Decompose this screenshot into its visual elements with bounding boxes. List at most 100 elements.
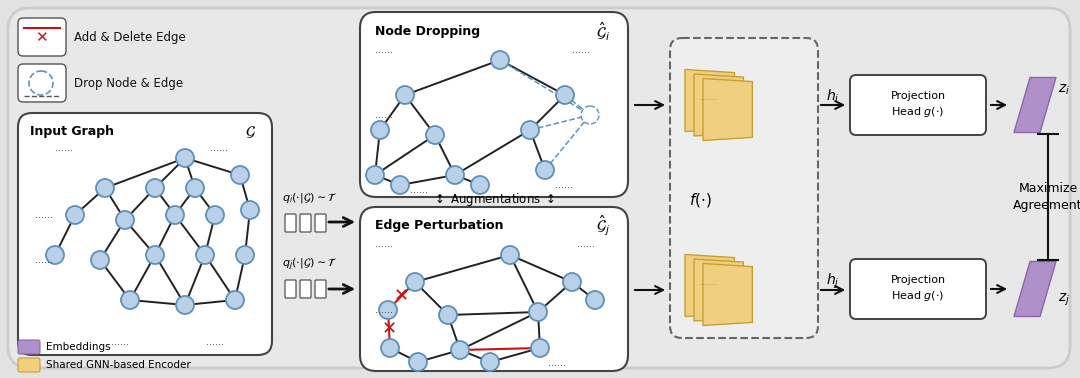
Circle shape bbox=[491, 51, 509, 69]
Text: ......: ...... bbox=[375, 110, 393, 120]
FancyBboxPatch shape bbox=[315, 280, 326, 298]
FancyBboxPatch shape bbox=[18, 64, 66, 102]
Circle shape bbox=[206, 206, 224, 224]
Text: ......: ...... bbox=[410, 185, 428, 195]
Text: ......: ...... bbox=[206, 337, 224, 347]
Circle shape bbox=[409, 353, 427, 371]
Circle shape bbox=[451, 341, 469, 359]
Text: ✕: ✕ bbox=[394, 287, 409, 305]
Circle shape bbox=[556, 86, 573, 104]
Circle shape bbox=[372, 121, 389, 139]
Text: $z_i$: $z_i$ bbox=[1058, 83, 1070, 97]
Text: ......: ...... bbox=[548, 358, 566, 368]
Polygon shape bbox=[694, 259, 743, 321]
Circle shape bbox=[186, 179, 204, 197]
Circle shape bbox=[176, 149, 194, 167]
Circle shape bbox=[446, 166, 464, 184]
Circle shape bbox=[501, 246, 519, 264]
Circle shape bbox=[379, 301, 397, 319]
Polygon shape bbox=[703, 263, 753, 325]
Circle shape bbox=[241, 201, 259, 219]
Circle shape bbox=[581, 106, 599, 124]
FancyBboxPatch shape bbox=[285, 280, 296, 298]
FancyBboxPatch shape bbox=[18, 18, 66, 56]
Text: Projection
Head $g(\cdot)$: Projection Head $g(\cdot)$ bbox=[890, 91, 946, 119]
Circle shape bbox=[366, 166, 384, 184]
Text: ✕: ✕ bbox=[35, 31, 48, 45]
Circle shape bbox=[481, 353, 499, 371]
Text: Input Graph: Input Graph bbox=[30, 125, 114, 138]
FancyBboxPatch shape bbox=[300, 214, 311, 232]
Text: Projection
Head $g(\cdot)$: Projection Head $g(\cdot)$ bbox=[890, 275, 946, 303]
Circle shape bbox=[226, 291, 244, 309]
Circle shape bbox=[586, 291, 604, 309]
Circle shape bbox=[438, 306, 457, 324]
Circle shape bbox=[391, 176, 409, 194]
Text: $\updownarrow$ Augmentations $\updownarrow$: $\updownarrow$ Augmentations $\updownarr… bbox=[432, 192, 555, 209]
Circle shape bbox=[237, 246, 254, 264]
FancyBboxPatch shape bbox=[18, 358, 40, 372]
Circle shape bbox=[116, 211, 134, 229]
Text: ✕: ✕ bbox=[381, 320, 396, 338]
Circle shape bbox=[426, 126, 444, 144]
Text: $\hat{\mathcal{G}}_j$: $\hat{\mathcal{G}}_j$ bbox=[596, 214, 610, 238]
Text: Shared GNN-based Encoder: Shared GNN-based Encoder bbox=[46, 360, 191, 370]
Text: ......: ...... bbox=[35, 210, 53, 220]
Circle shape bbox=[66, 206, 84, 224]
Circle shape bbox=[91, 251, 109, 269]
FancyBboxPatch shape bbox=[300, 280, 311, 298]
Circle shape bbox=[471, 176, 489, 194]
Text: Edge Perturbation: Edge Perturbation bbox=[375, 220, 503, 232]
Text: $h_i$: $h_i$ bbox=[826, 87, 839, 105]
FancyBboxPatch shape bbox=[18, 113, 272, 355]
Circle shape bbox=[231, 166, 249, 184]
Text: ......: ...... bbox=[555, 180, 573, 190]
Polygon shape bbox=[703, 79, 753, 141]
Text: $f(\cdot)$: $f(\cdot)$ bbox=[689, 191, 712, 209]
Text: $\mathcal{G}$: $\mathcal{G}$ bbox=[245, 124, 256, 140]
Text: ......: ...... bbox=[111, 337, 129, 347]
Text: Node Dropping: Node Dropping bbox=[375, 25, 481, 39]
Circle shape bbox=[381, 339, 399, 357]
Circle shape bbox=[121, 291, 139, 309]
Polygon shape bbox=[1014, 262, 1056, 316]
Text: ......: ...... bbox=[393, 363, 411, 373]
Polygon shape bbox=[685, 254, 734, 316]
FancyBboxPatch shape bbox=[850, 75, 986, 135]
Text: ......: ...... bbox=[572, 45, 590, 55]
Text: $q_j(\cdot|\mathcal{G})\sim\mathcal{T}$: $q_j(\cdot|\mathcal{G})\sim\mathcal{T}$ bbox=[282, 257, 338, 273]
Text: $q_i(\cdot|\mathcal{G})\sim\mathcal{T}$: $q_i(\cdot|\mathcal{G})\sim\mathcal{T}$ bbox=[282, 191, 338, 205]
Polygon shape bbox=[694, 74, 743, 136]
Circle shape bbox=[146, 179, 164, 197]
Circle shape bbox=[406, 273, 424, 291]
FancyBboxPatch shape bbox=[360, 207, 627, 371]
Text: ......: ...... bbox=[577, 239, 595, 249]
FancyBboxPatch shape bbox=[8, 8, 1070, 368]
FancyBboxPatch shape bbox=[360, 12, 627, 197]
Text: $h_j$: $h_j$ bbox=[826, 271, 839, 291]
Text: Embeddings: Embeddings bbox=[46, 342, 110, 352]
Text: ......: ...... bbox=[35, 255, 53, 265]
Text: ·······: ······· bbox=[699, 281, 717, 290]
FancyBboxPatch shape bbox=[670, 38, 818, 338]
Text: ......: ...... bbox=[375, 45, 393, 55]
FancyBboxPatch shape bbox=[850, 259, 986, 319]
Text: Maximize
Agreement: Maximize Agreement bbox=[1013, 182, 1080, 212]
Circle shape bbox=[96, 179, 114, 197]
Polygon shape bbox=[685, 70, 734, 132]
FancyBboxPatch shape bbox=[285, 214, 296, 232]
Text: ......: ...... bbox=[55, 143, 73, 153]
Circle shape bbox=[29, 71, 53, 95]
FancyBboxPatch shape bbox=[18, 340, 40, 354]
Text: $\hat{\mathcal{G}}_i$: $\hat{\mathcal{G}}_i$ bbox=[596, 21, 610, 43]
Circle shape bbox=[536, 161, 554, 179]
Circle shape bbox=[146, 246, 164, 264]
Text: ·······: ······· bbox=[699, 96, 717, 105]
Text: ......: ...... bbox=[375, 305, 393, 315]
Circle shape bbox=[396, 86, 414, 104]
Circle shape bbox=[529, 303, 546, 321]
Polygon shape bbox=[1014, 77, 1056, 133]
Text: $z_j$: $z_j$ bbox=[1058, 292, 1070, 308]
Circle shape bbox=[195, 246, 214, 264]
Text: Add & Delete Edge: Add & Delete Edge bbox=[75, 31, 186, 45]
